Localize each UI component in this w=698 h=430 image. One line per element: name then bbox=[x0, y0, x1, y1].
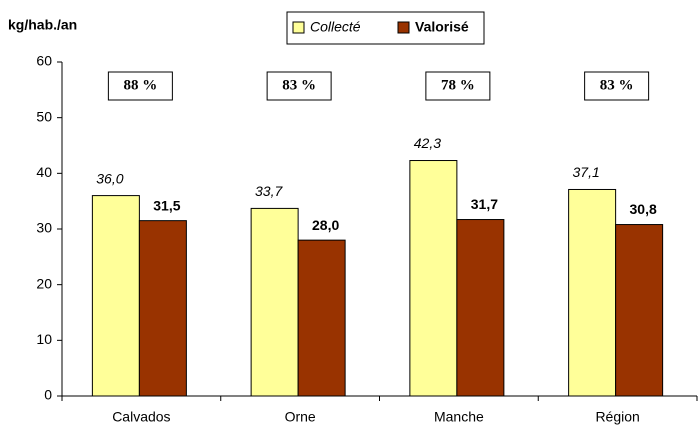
y-tick-label: 40 bbox=[36, 164, 52, 180]
value-label: 33,7 bbox=[255, 183, 283, 199]
bar bbox=[91, 195, 140, 397]
legend-box bbox=[286, 11, 485, 45]
annotation-box bbox=[266, 71, 332, 101]
y-axis-label: kg/hab./an bbox=[8, 17, 77, 33]
legend-swatch bbox=[397, 21, 410, 34]
y-tick-label: 50 bbox=[36, 108, 52, 124]
x-tick-label: Manche bbox=[434, 409, 484, 425]
annotation-box bbox=[425, 71, 491, 101]
value-label: 37,1 bbox=[573, 164, 600, 180]
y-tick-label: 20 bbox=[36, 275, 52, 291]
annotation: 83 % bbox=[282, 77, 316, 93]
annotation: 88 % bbox=[124, 77, 158, 93]
legend-swatch bbox=[292, 21, 305, 34]
bar bbox=[568, 188, 617, 397]
value-label: 36,0 bbox=[96, 170, 123, 186]
value-label: 28,0 bbox=[312, 217, 339, 233]
value-label: 31,7 bbox=[471, 196, 498, 212]
x-tick-label: Orne bbox=[285, 409, 316, 425]
annotation: 83 % bbox=[600, 77, 634, 93]
annotation-box bbox=[584, 71, 650, 101]
value-label: 31,5 bbox=[153, 197, 180, 213]
bar bbox=[250, 207, 299, 397]
x-tick-label: Calvados bbox=[112, 409, 170, 425]
bar bbox=[297, 239, 346, 397]
bar bbox=[615, 224, 664, 397]
bar bbox=[456, 219, 505, 397]
value-label: 42,3 bbox=[414, 135, 441, 151]
bar bbox=[138, 220, 187, 397]
y-tick-label: 30 bbox=[36, 220, 52, 236]
legend-label: Collecté bbox=[310, 19, 361, 35]
annotation: 78 % bbox=[441, 77, 475, 93]
annotation-box bbox=[107, 71, 173, 101]
legend-label: Valorisé bbox=[415, 19, 469, 35]
bar bbox=[409, 160, 458, 397]
y-tick-label: 60 bbox=[36, 53, 52, 69]
x-tick-label: Région bbox=[595, 409, 639, 425]
y-tick-label: 10 bbox=[36, 331, 52, 347]
y-tick-label: 0 bbox=[44, 387, 52, 403]
value-label: 30,8 bbox=[630, 201, 657, 217]
